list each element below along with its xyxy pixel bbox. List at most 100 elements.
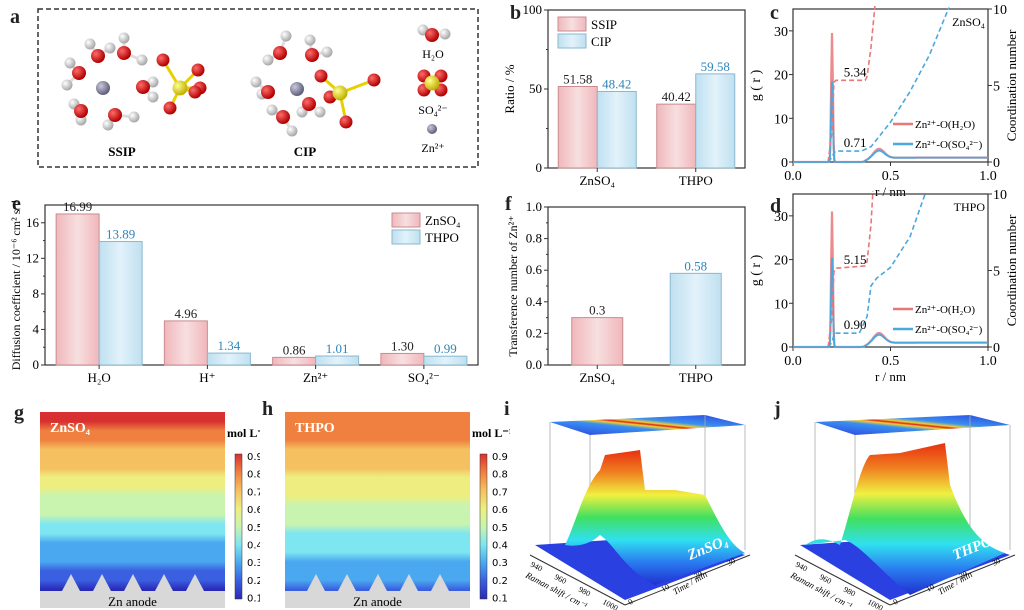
legend-label: Zn²⁺-O(H₂O): [915, 119, 975, 131]
y-tick-label: 10: [774, 297, 788, 312]
x-axis-label: r / nm: [875, 369, 906, 384]
oxygen-atom: [117, 46, 131, 60]
legend-label: ZnSO₄: [425, 213, 461, 228]
hydrogen-atom: [102, 119, 114, 131]
rdf-curve-Zn2+-O(SO42-): [793, 81, 988, 163]
y-tick-label: 20: [693, 569, 704, 581]
x-tick-label: 1000: [601, 597, 619, 610]
y-axis-label: Transference number of Zn²⁺: [506, 215, 520, 356]
y-tick-label: 30: [774, 25, 788, 40]
panel-a-structures: SSIP CIP H₂O SO₄²⁻ Zn²⁺: [37, 8, 479, 168]
bar-ZnSO4: [571, 317, 624, 366]
hydrogen-atom: [136, 54, 148, 66]
y-tick-label: 30: [726, 556, 737, 568]
bar-value-label: 1.34: [218, 338, 241, 353]
y-tick-label: 0.8: [526, 231, 542, 246]
oxygen-atom: [339, 115, 353, 129]
y-tick-label: 100: [523, 2, 543, 17]
chart-b: 0 50 100 Ratio / % 51.58 40.42 48.42 59.58 ZnSO₄…: [502, 2, 746, 188]
oxygen-atom: [91, 49, 105, 63]
hydrogen-atom: [84, 38, 96, 50]
y-right-tick-label: 5: [993, 80, 1000, 95]
x-tick-label: SO₄²⁻: [408, 370, 440, 385]
raman-axis: [794, 554, 891, 606]
legend-so4-label: SO₄²⁻: [418, 103, 447, 117]
colorbar-unit-label: mol L⁻¹: [472, 426, 510, 440]
anode-label: Zn anode: [353, 594, 402, 609]
y-tick-label: 4: [33, 321, 40, 336]
panel-label-h: h: [262, 398, 274, 420]
legend-label: THPO: [425, 230, 459, 245]
chart-i: 940960980100010200102030Raman shift / cm…: [523, 415, 751, 610]
y-axis-label: Ratio / %: [502, 64, 517, 113]
raman-surface: [565, 450, 745, 585]
bar-THPO: [669, 272, 722, 366]
legend-swatch: [557, 33, 587, 49]
hydrogen-atom: [439, 28, 451, 40]
x-tick-label: 0.0: [784, 354, 802, 369]
y-right-tick-label: 0: [993, 341, 1000, 356]
bar-THPO-H+: [206, 352, 251, 366]
coordination-annotation-so4: 0.71: [844, 135, 867, 150]
legend-label: Zn²⁺-O(SO₄²⁻): [915, 324, 983, 336]
chart-title: ZnSO₄: [952, 15, 985, 29]
panel-label-d: d: [770, 195, 782, 217]
oxygen-atom: [305, 48, 319, 62]
legend-swatch: [391, 229, 421, 245]
y-tick-label: 12: [26, 250, 39, 265]
coordination-curve-Zn2+-O(SO42-): [827, 192, 927, 348]
bar-THPO-Zn2+: [315, 355, 360, 366]
bar-SSIP-ZnSO4: [557, 86, 598, 169]
coordination-curve-Zn2+-O(H2O): [827, 5, 876, 163]
bar-value-label: 40.42: [662, 89, 691, 104]
colorbar-tick-label: 0.6: [492, 505, 508, 516]
bar-value-label: 1.30: [391, 338, 414, 353]
raman-surface: [805, 443, 1005, 595]
y-right-tick-label: 10: [993, 188, 1007, 203]
y-tick-label: 20: [774, 69, 788, 84]
colorbar-tick-label: 0.4: [247, 541, 260, 552]
oxygen-atom: [273, 46, 287, 60]
oxygen-atom: [188, 85, 202, 99]
top-projection: [550, 415, 745, 435]
y-axis-label: g ( r ): [749, 254, 764, 286]
oxygen-atom: [72, 66, 86, 80]
bar-THPO-H2O: [98, 241, 143, 366]
x-tick-label: 0.5: [882, 354, 900, 369]
colorbar: [479, 453, 488, 600]
y-axis-label: g ( r ): [749, 69, 764, 101]
panel-label-f: f: [505, 193, 512, 215]
colorbar-tick-label: 0.8: [492, 470, 508, 481]
hydrogen-atom: [314, 106, 326, 118]
bar-value-label: 1.01: [326, 341, 349, 356]
y-tick-label: 30: [774, 210, 788, 225]
panel-label-c: c: [770, 2, 779, 24]
zinc-ion: [96, 81, 110, 95]
colorbar: [234, 453, 243, 600]
sulfur-atom: [424, 75, 440, 91]
oxygen-atom: [156, 53, 170, 67]
time-axis: [889, 554, 1016, 606]
y-tick-label: 16: [26, 215, 40, 230]
oxygen-atom: [314, 69, 328, 83]
zinc-ion-icon: [427, 124, 437, 134]
hydrogen-atom: [64, 57, 76, 69]
hydrogen-atom: [128, 111, 140, 123]
colorbar-tick-label: 0.8: [247, 470, 260, 481]
legend-label: Zn²⁺-O(SO₄²⁻): [915, 139, 983, 151]
oxygen-atom: [302, 97, 316, 111]
y-axis-label: Diffusion coefficient / 10⁻⁶ cm² s⁻¹: [9, 199, 23, 370]
time-axis: [624, 554, 751, 606]
map-title: THPO: [295, 421, 335, 436]
colorbar-tick-label: 0.2: [492, 576, 508, 587]
y-tick-label: 0: [627, 597, 635, 607]
oxygen-atom: [276, 110, 290, 124]
hydrogen-atom: [286, 125, 298, 137]
bar-ZnSO4-H+: [163, 320, 208, 366]
y-right-axis-label: Coordination number: [1004, 29, 1019, 141]
colorbar-tick-label: 0.6: [247, 505, 260, 516]
x-tick-label: H⁺: [199, 370, 215, 385]
anode-label: Zn anode: [108, 594, 157, 609]
colorbar-tick-label: 0.7: [492, 487, 508, 498]
bar-value-label: 0.3: [589, 303, 605, 318]
